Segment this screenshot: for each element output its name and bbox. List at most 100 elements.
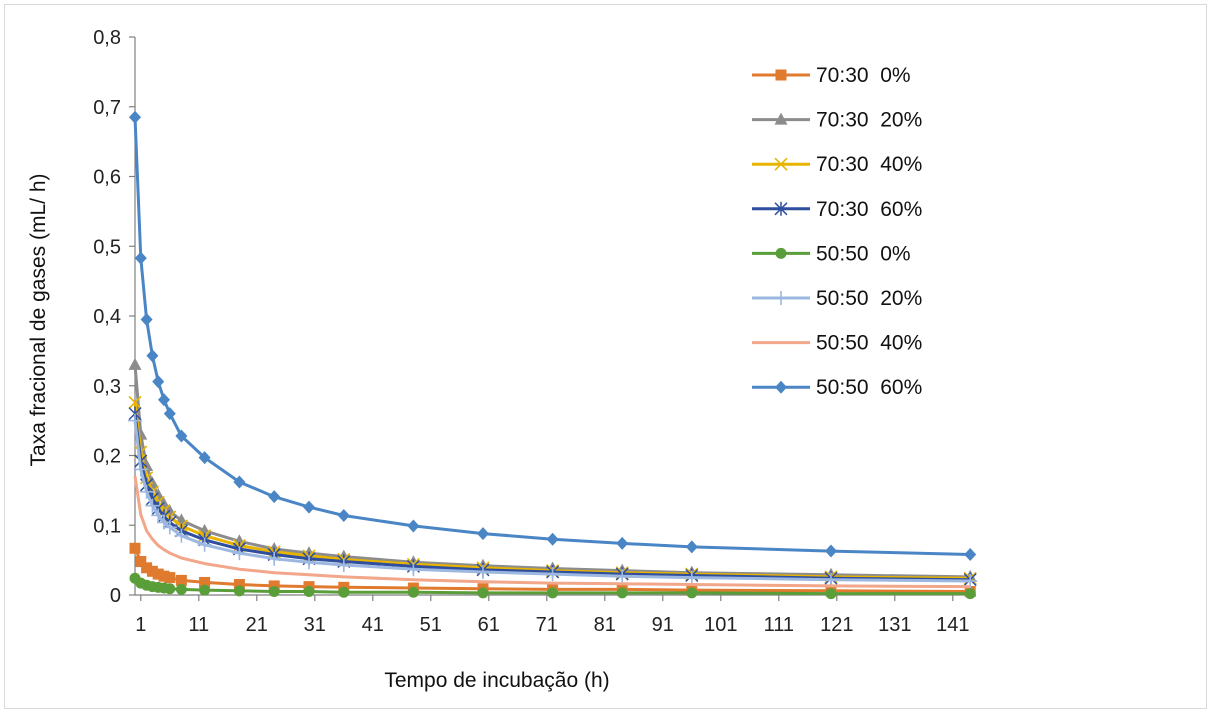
legend-entry: 70:30 40% [752,153,922,176]
y-tick-label: 0 [110,585,121,607]
legend-marker [775,380,787,394]
data-point [547,587,559,599]
x-axis-title: Tempo de incubação (h) [384,669,609,692]
x-tick-label: 141 [936,614,969,636]
x-tick-label: 111 [764,614,794,636]
legend-marker [774,291,788,305]
x-tick-label: 41 [362,614,384,636]
legend-marker [774,112,788,125]
data-point [336,558,351,573]
y-tick-label: 0,7 [93,97,121,119]
legend-label: 70:30 60% [816,198,922,221]
series-line [133,476,971,589]
series-layer [128,110,978,600]
series-7 [133,476,971,589]
data-point [303,500,315,514]
x-tick-label: 11 [188,614,209,636]
data-point [268,490,281,504]
x-tick-label: 61 [478,614,500,636]
legend-marker [775,247,787,259]
data-point [477,527,489,541]
data-point [128,395,142,410]
y-axis-title: Taxa fracional de gases (mL/ h) [27,174,50,467]
legend-entry: 50:50 60% [752,376,922,399]
data-point [964,548,977,562]
data-point [268,586,280,598]
series-6 [128,413,978,589]
data-point [303,586,315,598]
legend-marker [774,157,788,171]
data-point [616,536,629,550]
series-5 [129,572,976,600]
legend-marker [775,69,787,81]
legend-entry: 50:50 20% [752,287,922,310]
data-point [964,588,976,600]
data-point [152,375,165,389]
data-point [139,484,154,499]
x-tick-label: 31 [304,614,326,636]
x-tick-label: 1 [135,614,146,636]
legend-label: 70:30 0% [816,64,911,87]
y-tick-label: 0,6 [93,167,121,189]
data-point [164,572,176,584]
data-point [476,564,490,579]
data-point [163,407,176,421]
legend-label: 50:50 60% [816,376,922,399]
x-tick-label: 21 [246,614,268,636]
legend-label: 50:50 40% [816,332,922,355]
data-point [407,586,419,598]
data-point [546,532,559,546]
x-tick-label: 91 [652,614,674,636]
data-point [232,546,247,561]
data-point [199,576,211,588]
x-tick-label: 81 [594,614,616,636]
series-line [133,413,971,582]
data-point [199,584,211,596]
x-tick-label: 121 [820,614,853,636]
data-point [146,565,158,577]
legend-label: 70:30 20% [816,109,922,132]
data-point [233,475,246,489]
data-point [140,312,153,326]
data-point [337,508,350,522]
x-tick-label: 51 [420,614,442,636]
data-point [268,580,280,592]
data-point [133,462,148,477]
y-tick-label: 0,5 [93,236,121,258]
data-point [146,349,159,363]
data-point [302,555,316,570]
data-point [151,508,166,523]
data-point [406,562,421,577]
data-point [197,537,212,552]
data-point [233,579,245,591]
y-tick-label: 0,1 [93,515,121,537]
data-point [164,583,176,595]
data-point [141,562,153,574]
data-point [174,528,189,543]
data-point [615,569,630,584]
series-4 [128,406,977,587]
data-point [685,540,698,554]
data-point [825,544,837,558]
data-point [158,570,170,582]
data-point [233,585,245,597]
data-point [175,429,188,443]
series-8 [129,110,977,562]
data-point [175,583,187,595]
legend-entry: 70:30 0% [752,64,911,87]
series-line [133,420,971,583]
data-point [825,588,837,600]
data-point [545,567,560,582]
y-tick-label: 0,2 [93,446,121,468]
data-point [616,587,628,599]
data-point [684,570,699,585]
data-point [128,413,142,428]
data-point [267,551,282,566]
data-point [162,520,177,535]
data-point [129,110,141,124]
legend: 70:30 0% 70:30 20% 70:30 40% 70:30 60% 50:50… [752,64,922,399]
data-point [477,587,489,599]
legend-label: 70:30 40% [816,153,922,176]
y-tick-label: 0,4 [93,306,121,328]
